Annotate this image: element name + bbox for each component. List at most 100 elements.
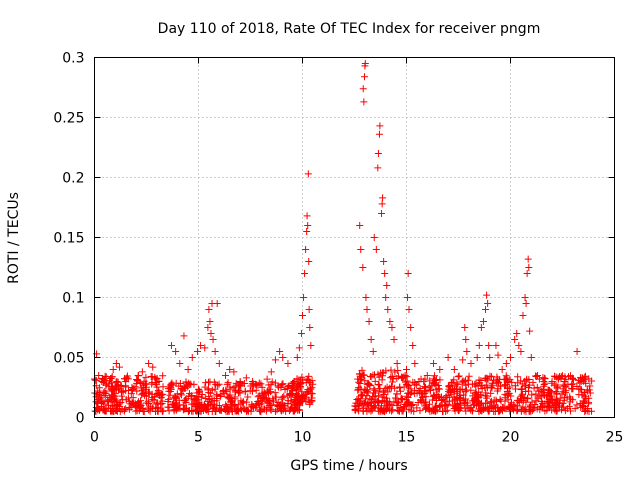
data-point	[560, 403, 568, 411]
data-point	[211, 404, 219, 412]
data-point	[367, 395, 375, 403]
data-point	[534, 395, 542, 403]
data-point	[191, 402, 199, 410]
data-point	[250, 382, 258, 390]
data-point	[232, 407, 240, 415]
data-point	[356, 370, 364, 378]
data-point	[522, 398, 530, 406]
data-point	[172, 395, 180, 403]
chart-title: Day 110 of 2018, Rate Of TEC Index for r…	[158, 21, 541, 37]
data-point	[182, 396, 190, 404]
data-point	[101, 387, 109, 395]
data-point	[552, 395, 560, 403]
data-point	[519, 380, 527, 388]
data-point	[490, 376, 498, 384]
data-point	[94, 396, 102, 404]
axis-ticks: 0 5 10 15 20 25 0 0.05 0.1 0.15 0.2 0.25 0.3	[53, 51, 623, 446]
data-point	[359, 407, 367, 415]
data-point	[357, 246, 365, 253]
x-tick-label: 0	[90, 430, 99, 446]
data-point	[538, 404, 546, 412]
data-point	[539, 388, 547, 396]
data-point	[451, 405, 459, 413]
data-point	[109, 392, 117, 400]
data-point	[507, 354, 514, 361]
data-point	[386, 398, 394, 406]
data-point	[457, 396, 465, 404]
data-point	[431, 372, 439, 380]
data-point	[231, 393, 239, 401]
data-point	[214, 381, 222, 389]
data-point	[443, 392, 451, 400]
data-point	[544, 398, 552, 406]
data-point	[504, 384, 512, 392]
data-point	[254, 381, 262, 389]
data-point	[573, 348, 581, 355]
data-point	[295, 344, 303, 352]
data-point	[422, 383, 430, 391]
data-point	[195, 386, 203, 394]
data-point	[223, 388, 231, 396]
data-point	[459, 356, 467, 364]
data-point	[178, 391, 186, 399]
data-point	[226, 366, 234, 373]
data-point	[152, 400, 160, 408]
data-point	[446, 397, 454, 405]
data-point	[99, 378, 107, 386]
data-point	[463, 386, 471, 394]
data-point	[374, 381, 382, 389]
data-point	[438, 407, 446, 415]
data-point	[588, 407, 596, 415]
data-point	[483, 291, 491, 299]
data-point	[560, 396, 568, 404]
data-point	[461, 387, 469, 395]
data-point	[564, 373, 572, 381]
data-point	[128, 384, 136, 391]
data-point	[586, 382, 594, 390]
data-point	[94, 387, 102, 395]
data-point	[274, 382, 282, 390]
data-point	[483, 394, 491, 402]
data-point	[541, 374, 549, 382]
data-point	[132, 403, 140, 411]
data-point	[522, 388, 530, 396]
data-point	[507, 399, 515, 407]
data-point	[171, 394, 179, 402]
data-point	[211, 348, 219, 355]
data-point	[279, 354, 287, 361]
data-point	[241, 388, 249, 396]
data-point	[140, 407, 148, 415]
y-tick-label: 0.1	[62, 291, 84, 307]
data-point	[396, 384, 404, 392]
data-point	[206, 378, 214, 386]
data-point	[92, 376, 100, 384]
data-point	[384, 306, 392, 313]
data-point	[526, 381, 534, 389]
data-point	[403, 377, 411, 385]
data-point	[284, 397, 292, 405]
y-axis-label: ROTI / TECUs	[6, 192, 22, 284]
data-point	[493, 387, 501, 395]
data-point	[257, 380, 265, 388]
data-point	[476, 379, 484, 387]
data-point	[545, 390, 553, 398]
data-point	[467, 360, 475, 367]
data-point	[393, 360, 401, 367]
data-point	[403, 366, 410, 373]
y-tick-label: 0.05	[53, 351, 84, 367]
data-point	[486, 354, 494, 361]
data-point	[227, 400, 235, 408]
data-point	[393, 401, 401, 409]
data-point	[237, 381, 245, 389]
data-point	[215, 380, 223, 388]
data-point	[505, 383, 513, 391]
data-point	[519, 403, 527, 411]
data-point	[517, 348, 525, 355]
data-point	[293, 354, 301, 361]
y-tick-label: 0.15	[53, 231, 84, 247]
data-point	[436, 366, 444, 373]
data-point	[303, 212, 311, 220]
data-point	[449, 385, 457, 393]
data-point	[449, 378, 457, 386]
data-point	[554, 375, 562, 383]
